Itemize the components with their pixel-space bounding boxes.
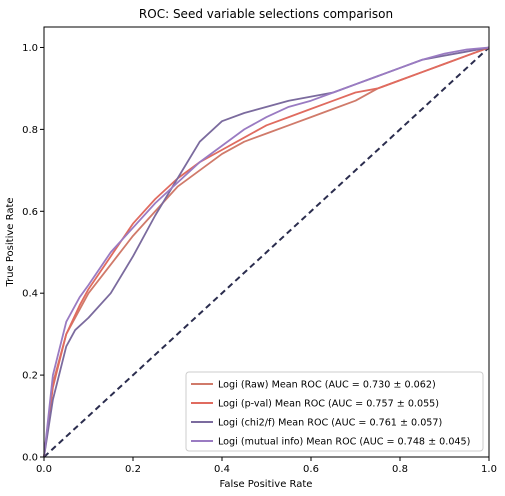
legend-label-1: Logi (Raw) Mean ROC (AUC = 0.730 ± 0.062…: [218, 380, 436, 391]
series-layer: [43, 46, 490, 458]
roc-series-line-4: [43, 46, 490, 458]
y-tick-label: 0.8: [22, 125, 38, 136]
plot-frame: [43, 26, 490, 458]
y-tick-label: 0.4: [22, 289, 38, 300]
x-tick-label: 0.0: [36, 464, 52, 475]
x-tick-label: 0.6: [303, 464, 319, 475]
chart-title: ROC: Seed variable selections comparison: [139, 7, 393, 21]
x-tick-label: 0.4: [214, 464, 230, 475]
y-tick-label: 1.0: [22, 43, 38, 54]
x-tick-label: 0.8: [392, 464, 408, 475]
legend-label-3: Logi (chi2/f) Mean ROC (AUC = 0.761 ± 0.…: [218, 418, 442, 429]
y-axis-label: True Positive Rate: [5, 197, 16, 287]
legend: Logi (Raw) Mean ROC (AUC = 0.730 ± 0.062…: [185, 371, 484, 452]
x-tick-label: 1.0: [481, 464, 497, 475]
y-tick-label: 0.0: [22, 453, 38, 464]
x-axis-ticks: 0.0 0.2 0.4 0.6 0.8 1.0: [36, 457, 497, 475]
y-tick-label: 0.6: [22, 207, 38, 218]
legend-box: [185, 371, 484, 452]
chance-diagonal-line: [43, 46, 490, 458]
x-tick-label: 0.2: [125, 464, 141, 475]
legend-label-2: Logi (p-val) Mean ROC (AUC = 0.757 ± 0.0…: [218, 399, 439, 410]
legend-label-4: Logi (mutual info) Mean ROC (AUC = 0.748…: [218, 437, 470, 448]
x-axis-label: False Positive Rate: [220, 479, 313, 490]
roc-series-line-2: [43, 46, 490, 458]
y-tick-label: 0.2: [22, 371, 38, 382]
y-axis-ticks: 0.0 0.2 0.4 0.6 0.8 1.0: [22, 43, 44, 464]
legend-items: Logi (Raw) Mean ROC (AUC = 0.730 ± 0.062…: [191, 380, 470, 448]
